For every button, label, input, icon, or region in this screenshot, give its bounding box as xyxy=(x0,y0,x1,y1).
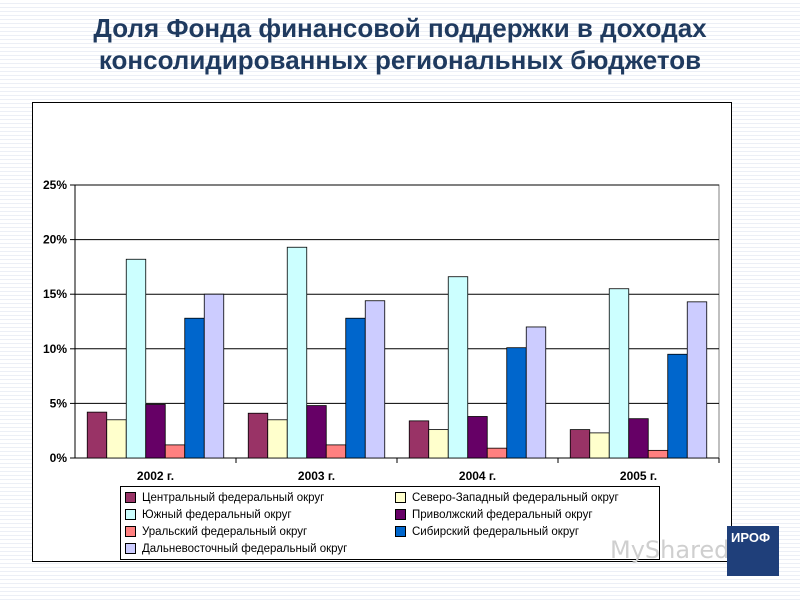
bar xyxy=(486,447,508,459)
y-tick-label: 25% xyxy=(43,178,67,192)
y-tick-label: 5% xyxy=(50,396,68,410)
bar xyxy=(286,246,308,459)
legend-swatch xyxy=(395,492,406,503)
bar xyxy=(164,444,186,459)
slide-title: Доля Фонда финансовой поддержки в дохода… xyxy=(0,12,800,76)
bar xyxy=(106,419,127,459)
legend-swatch xyxy=(395,509,406,520)
legend-swatch xyxy=(125,543,136,554)
bar xyxy=(589,432,610,459)
bar xyxy=(686,301,708,459)
legend-label: Сибирский федеральный округ xyxy=(412,525,580,538)
legend-item: Сибирский федеральный округ xyxy=(395,523,665,540)
bar xyxy=(203,293,225,459)
legend-swatch xyxy=(125,509,136,520)
bar xyxy=(647,449,669,459)
legend-label: Дальневосточный федеральный округ xyxy=(142,542,348,555)
y-tick-label: 0% xyxy=(50,451,68,465)
logo: ИРОФ xyxy=(727,526,779,576)
bar xyxy=(447,276,469,459)
legend-item: Дальневосточный федеральный округ xyxy=(125,540,395,557)
bar xyxy=(408,420,430,459)
legend-label: Уральский федеральный округ xyxy=(142,525,308,538)
x-category-label: 2005 г. xyxy=(620,469,657,483)
bar xyxy=(145,404,166,459)
legend-item: Центральный федеральный округ xyxy=(125,489,395,506)
bar-chart: 0% 5% 10% 15% 20% 25% 2002 г. 2003 г. 2004 г. 200… xyxy=(43,178,720,483)
legend-label: Приволжский федеральный округ xyxy=(412,508,593,521)
x-category-label: 2003 г. xyxy=(298,469,335,483)
bar xyxy=(628,418,649,459)
chart-legend: Центральный федеральный округ Северо-Запа… xyxy=(120,486,660,560)
bar xyxy=(364,300,386,459)
bar xyxy=(467,416,488,459)
title-line-2: консолидированных региональных бюджетов xyxy=(98,45,702,75)
x-category-label: 2004 г. xyxy=(459,469,496,483)
chart-frame: 0% 5% 10% 15% 20% 25% 2002 г. 2003 г. 2004 г. 200… xyxy=(32,102,732,562)
bar xyxy=(428,429,449,459)
y-tick-label: 10% xyxy=(43,342,67,356)
legend-label: Центральный федеральный округ xyxy=(142,491,325,504)
legend-item: Уральский федеральный округ xyxy=(125,523,395,540)
legend-item: Приволжский федеральный округ xyxy=(395,506,665,523)
bar xyxy=(345,317,366,459)
bar xyxy=(247,412,269,459)
bar xyxy=(608,288,630,459)
bar xyxy=(267,419,288,459)
bar xyxy=(125,258,147,459)
y-tick-label: 20% xyxy=(43,233,67,247)
watermark: MyShared xyxy=(610,536,730,564)
bar xyxy=(184,317,205,459)
bar xyxy=(569,429,591,459)
bar xyxy=(667,353,688,459)
bar xyxy=(525,326,547,459)
legend-label: Северо-Западный федеральный округ xyxy=(412,491,619,504)
title-line-1: Доля Фонда финансовой поддержки в дохода… xyxy=(93,13,707,43)
x-category-label: 2002 г. xyxy=(137,469,174,483)
legend-swatch xyxy=(125,492,136,503)
legend-item: Северо-Западный федеральный округ xyxy=(395,489,665,506)
bar xyxy=(325,444,347,459)
y-tick-label: 15% xyxy=(43,287,67,301)
bar xyxy=(506,347,527,459)
bar xyxy=(306,405,327,459)
legend-swatch xyxy=(395,526,406,537)
bar xyxy=(86,411,108,459)
legend-label: Южный федеральный округ xyxy=(142,508,292,521)
legend-swatch xyxy=(125,526,136,537)
legend-item: Южный федеральный округ xyxy=(125,506,395,523)
